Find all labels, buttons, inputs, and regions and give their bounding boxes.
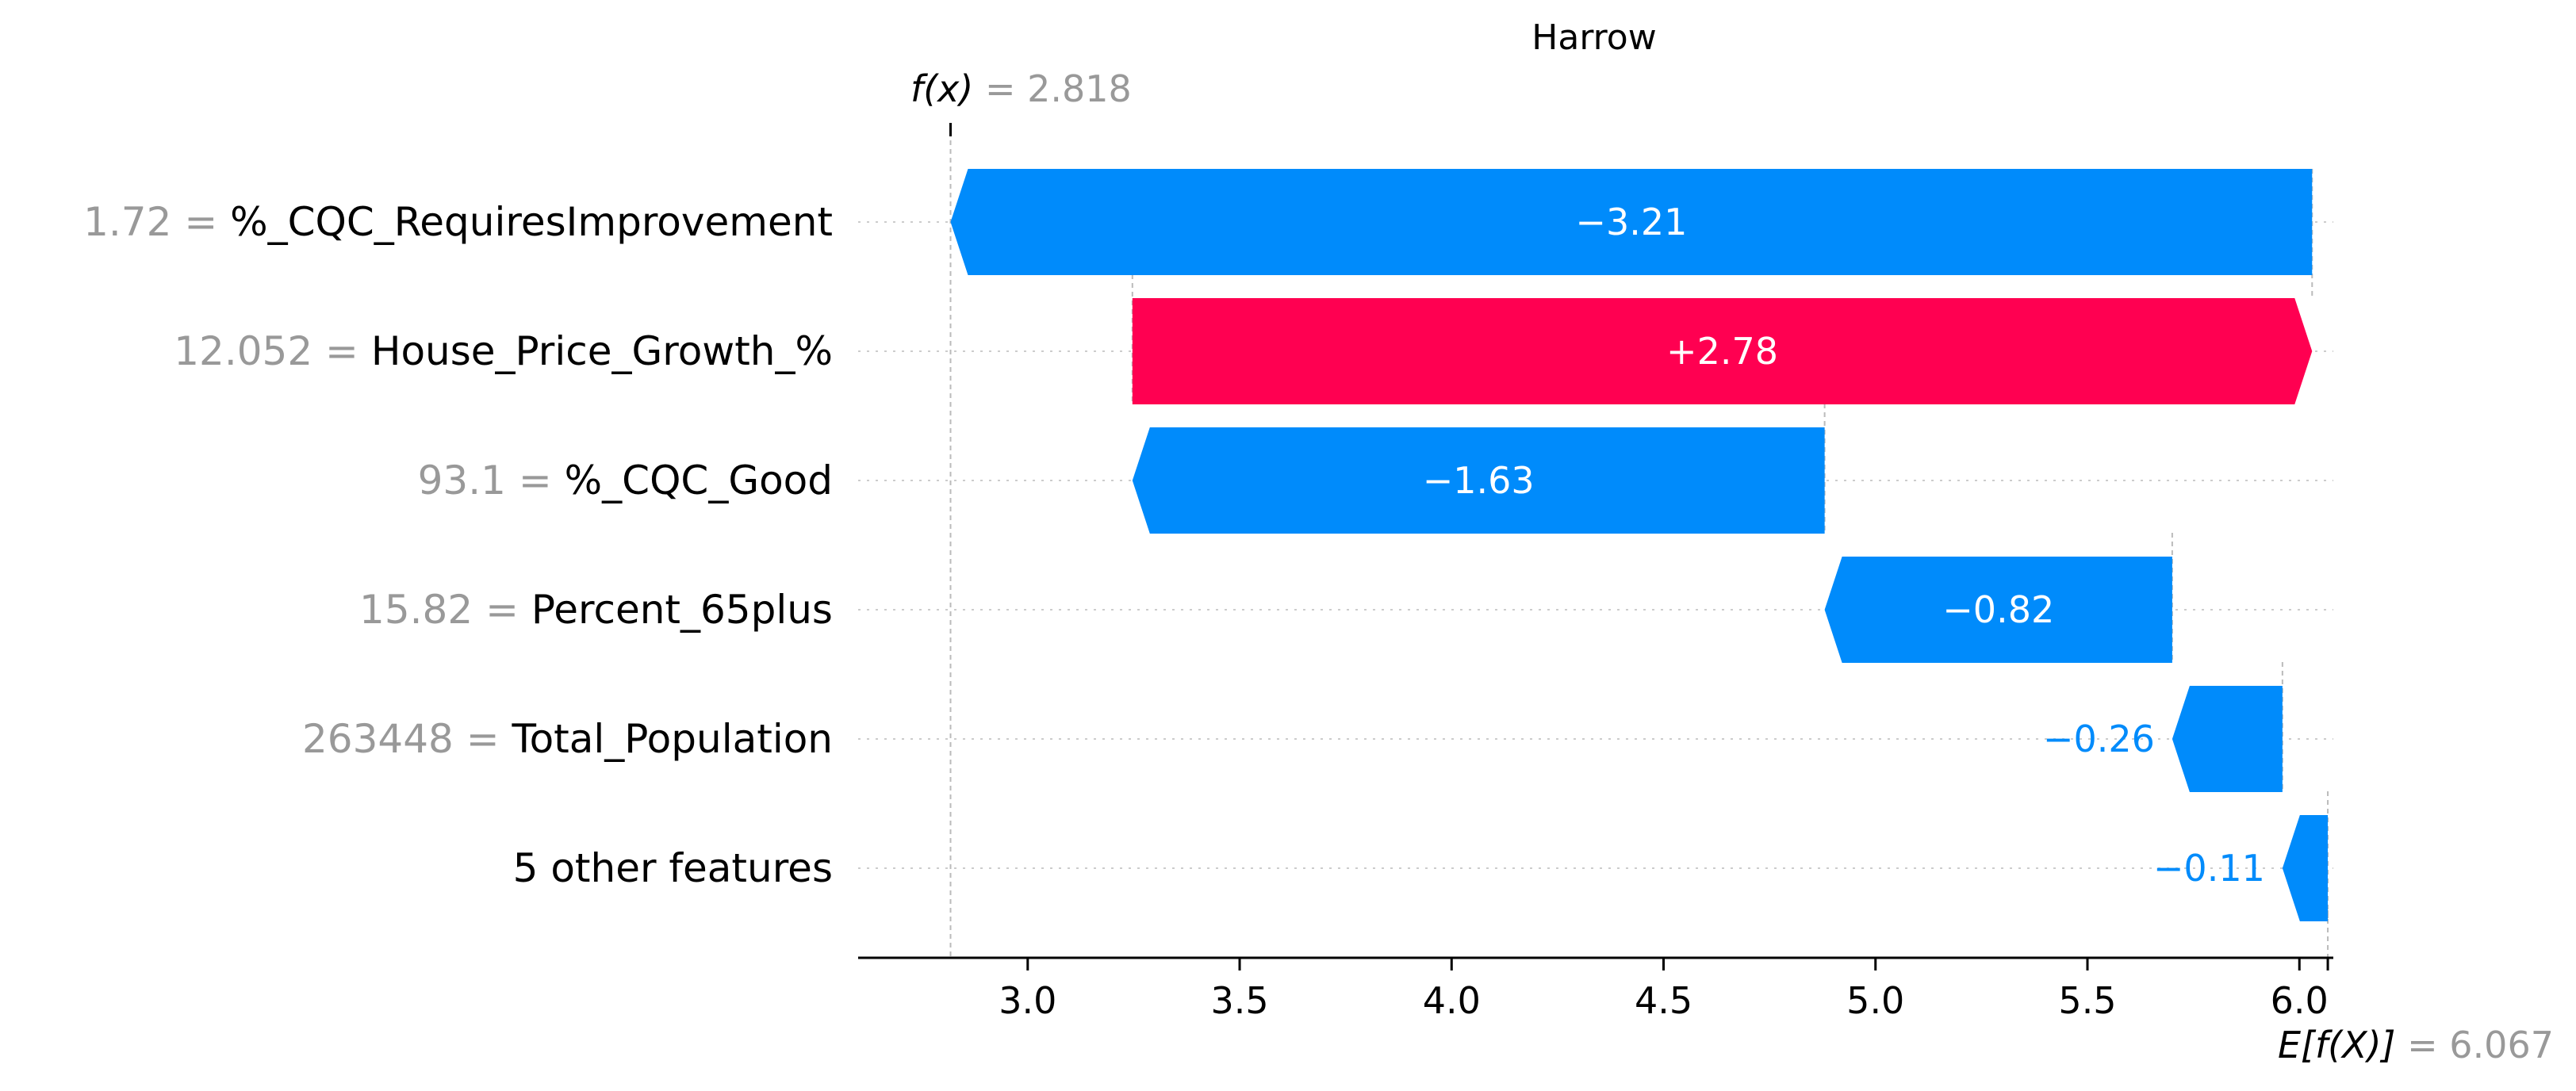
ex-label-text: E[f(X)] [2278,1024,2396,1066]
chart-title: Harrow [1531,17,1656,58]
feature-label: 1.72 = %_CQC_RequiresImprovement [83,199,833,245]
waterfall-bar [1824,557,2172,663]
ex-label: E[f(X)] = 6.067 [2278,1024,2554,1066]
feature-label: 12.052 = House_Price_Growth_% [174,328,833,374]
waterfall-bar [1132,298,2313,404]
waterfall-bar [2282,815,2329,921]
feature-value: 15.82 = [359,587,531,633]
x-tick-label: 5.0 [1846,979,1904,1022]
x-tick-label: 3.0 [999,979,1056,1022]
feature-name: House_Price_Growth_% [371,328,833,374]
feature-value: 263448 = [302,716,512,762]
fx-value: 2.818 [1027,67,1132,110]
feature-name: Percent_65plus [531,587,833,633]
bar-value-label: −1.63 [1423,459,1535,502]
feature-name: 5 other features [513,845,833,891]
svg-text:E[f(X)] = 6.067: E[f(X)] = 6.067 [2278,1024,2554,1066]
fx-label-text: f(x) [910,67,973,110]
bar-value-label: +2.78 [1666,330,1778,373]
bar-value-label: −0.82 [1942,588,2054,631]
bar-value-label: −0.11 [2153,847,2265,890]
feature-value: 93.1 = [418,457,565,503]
feature-value: 12.052 = [174,328,371,374]
waterfall-bar [1132,427,1825,534]
feature-label: 263448 = Total_Population [302,716,833,762]
waterfall-bar [2172,686,2283,792]
ex-value: 6.067 [2449,1024,2554,1066]
feature-label: 15.82 = Percent_65plus [359,587,833,633]
x-tick-label: 3.5 [1210,979,1268,1022]
feature-name: Total_Population [512,716,833,762]
feature-label: 93.1 = %_CQC_Good [418,457,833,503]
bar-value-label: −0.26 [2043,718,2155,760]
waterfall-bar [950,169,2313,275]
svg-text:f(x) = 2.818: f(x) = 2.818 [910,67,1132,110]
feature-name: %_CQC_RequiresImprovement [230,199,833,245]
x-tick-label: 4.0 [1423,979,1481,1022]
fx-label: f(x) = 2.818 [910,67,1132,110]
bar-value-label: −3.21 [1575,201,1687,243]
feature-labels: 1.72 = %_CQC_RequiresImprovement 12.052 =… [83,199,833,891]
bars [950,169,2329,921]
bar-labels: −3.21 +2.78 −1.63 −0.82 −0.26 −0.11 [1423,201,2265,890]
x-tick-label: 6.0 [2271,979,2329,1022]
feature-value: 1.72 = [83,199,230,245]
feature-name: %_CQC_Good [565,457,833,503]
feature-label: 5 other features [513,845,833,891]
x-tick-label: 4.5 [1635,979,1692,1022]
x-axis: 3.0 3.5 4.0 4.5 5.0 5.5 6.0 [858,956,2333,1022]
x-tick-label: 5.5 [2058,979,2116,1022]
